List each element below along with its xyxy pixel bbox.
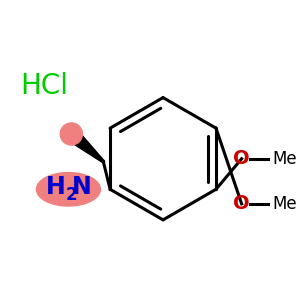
Text: Me: Me (272, 150, 297, 168)
Text: Me: Me (272, 195, 297, 213)
Ellipse shape (36, 172, 100, 206)
Polygon shape (67, 128, 104, 163)
Text: HCl: HCl (20, 72, 68, 100)
Text: O: O (233, 149, 250, 168)
Text: O: O (233, 194, 250, 213)
Text: H: H (46, 175, 65, 199)
Text: 2: 2 (66, 185, 77, 203)
Circle shape (60, 123, 82, 145)
Text: N: N (72, 175, 92, 199)
